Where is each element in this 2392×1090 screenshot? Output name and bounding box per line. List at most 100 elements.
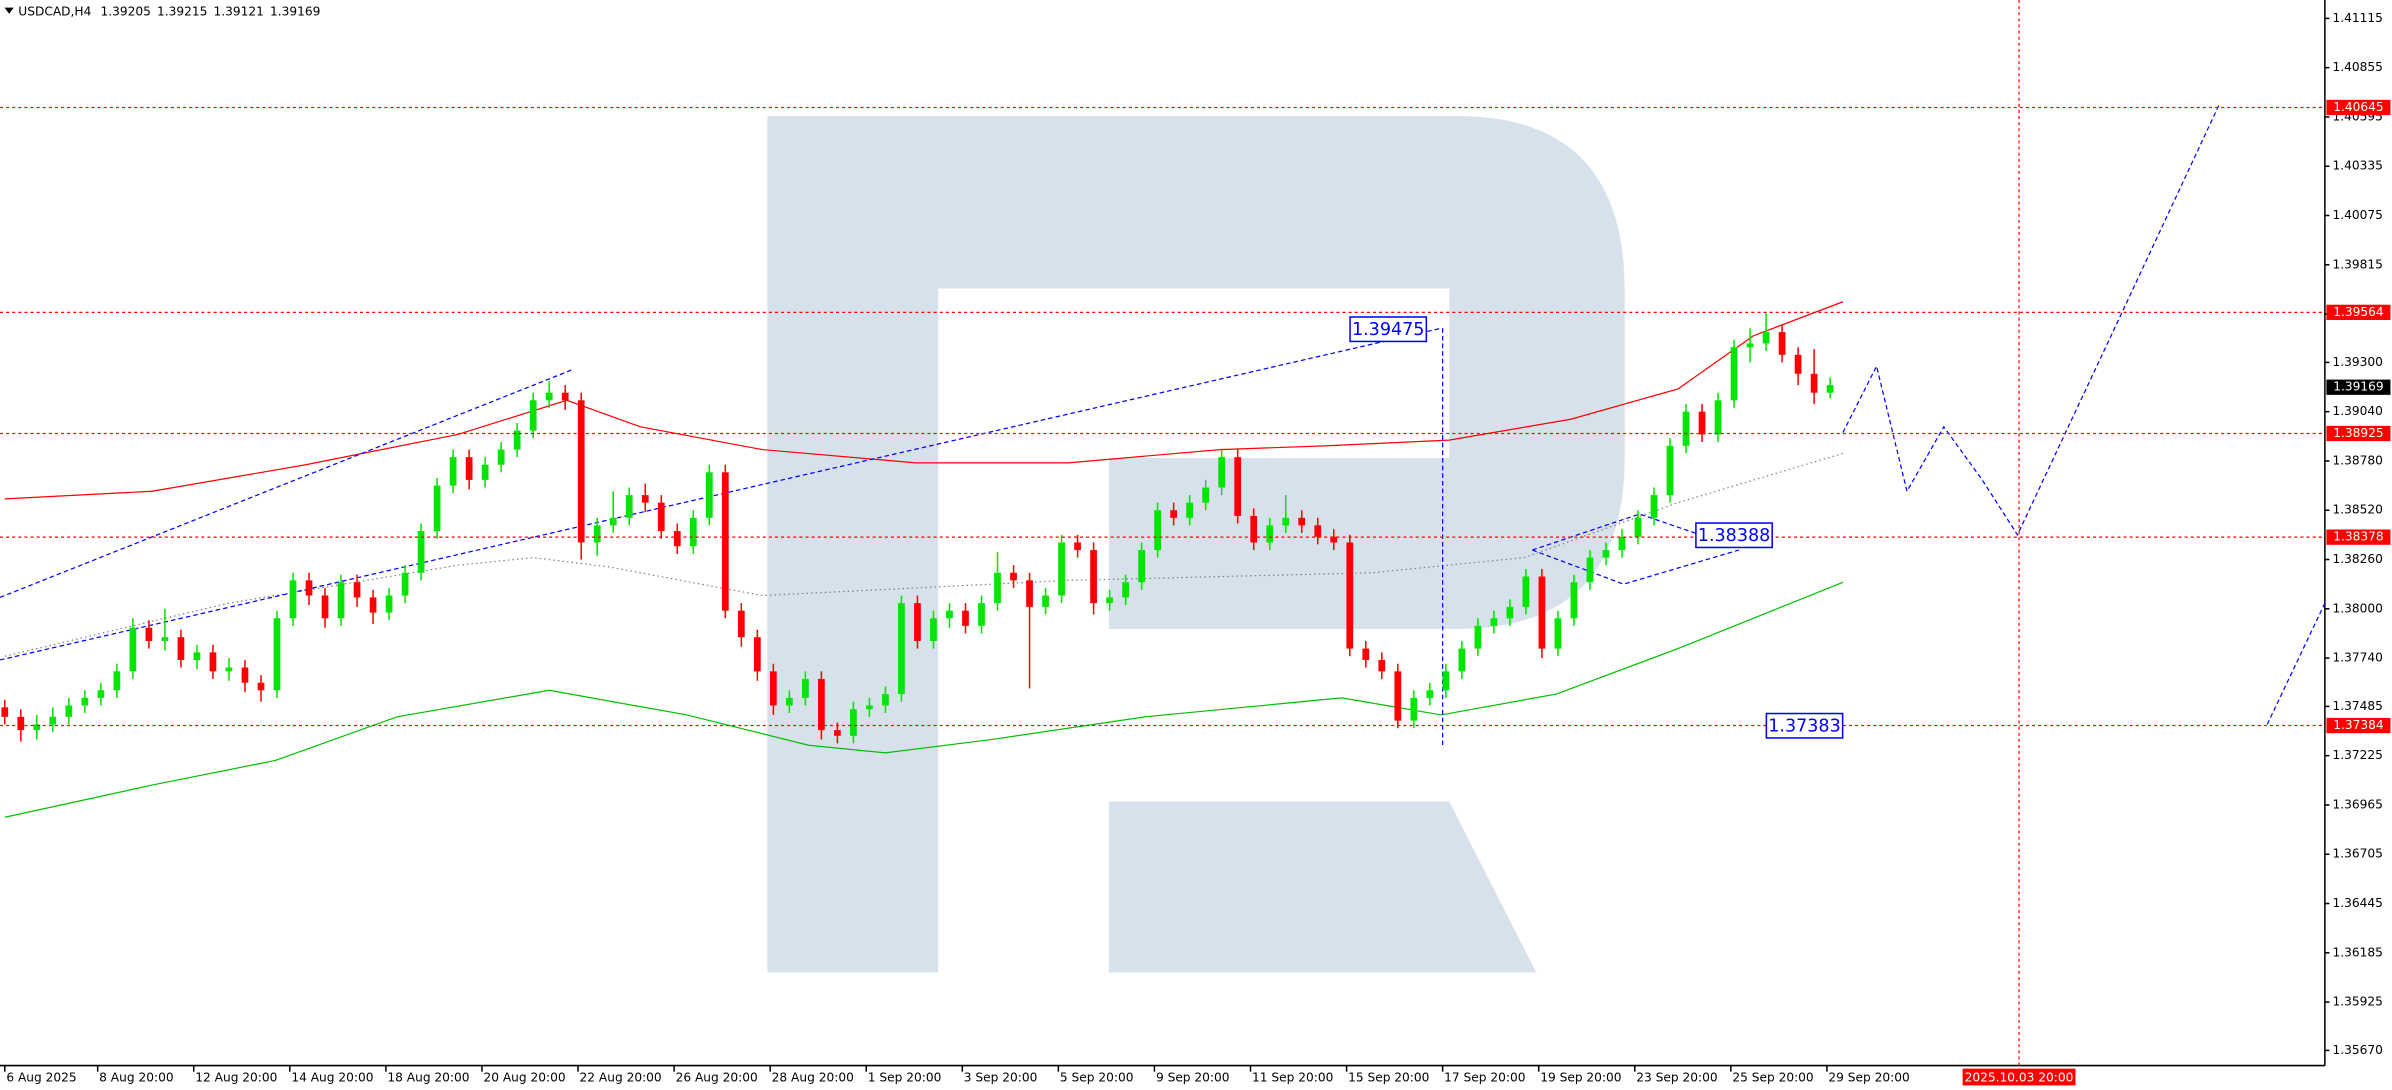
candle-body [593,525,601,543]
level-tag [2326,304,2391,320]
candle-body [1810,373,1818,393]
candle-body [1362,648,1370,660]
time-marker-tag [1962,1068,2076,1086]
candle-body [1170,510,1178,518]
x-tick-label: 11 Sep 20:00 [1252,1070,1333,1084]
candle-body [1042,595,1049,607]
candle-body [641,495,649,503]
y-tick-label: 1.37740 [2333,651,2383,665]
candle-body [689,517,697,547]
candle-body [834,730,841,736]
candle-body [33,724,41,731]
candle-body [962,610,969,626]
header-value: 1.39215 [157,5,207,19]
candle-body [273,618,281,691]
candle-body [721,472,729,611]
candle-body [1730,347,1738,401]
y-tick-label: 1.36445 [2333,896,2383,910]
candle-body [497,449,505,465]
candle-body [321,595,329,619]
y-tick-label: 1.41115 [2333,11,2383,25]
candle-body [289,580,297,619]
candle-body [1826,385,1834,393]
candle-body [1,707,9,717]
level-tag-label: 1.40645 [2333,100,2383,114]
current-price-label: 1.39169 [2333,380,2383,394]
current-price-tag [2326,379,2391,395]
header-value: 1.39205 [101,5,151,19]
y-tick-label: 1.40335 [2333,159,2383,173]
candle-body [1106,597,1113,604]
annotation-box [1765,712,1844,739]
candle-body [625,495,633,518]
candle-body [193,652,201,660]
candle-body [161,637,169,642]
candle-body [1778,332,1786,355]
candle-body [417,531,425,573]
candle-body [561,392,569,401]
overlay-line [2266,602,2326,725]
candle-body [49,716,57,725]
candle-body [1186,502,1194,518]
candle-body [1394,671,1402,721]
annotation-label: 1.37383 [1768,716,1840,736]
y-tick-label: 1.40075 [2333,208,2383,222]
candle-body [609,517,617,526]
y-tick-label: 1.38780 [2333,453,2383,467]
annotation-label: 1.38388 [1698,526,1770,546]
candle-body [1234,457,1242,516]
candle-body [786,697,793,706]
candle-body [1250,515,1258,543]
candle-body [1474,625,1482,649]
candle-body [1618,536,1626,551]
candle-body [657,502,665,532]
overlay-line [0,327,1442,661]
candle-body [1266,525,1274,543]
x-tick-label: 25 Sep 20:00 [1732,1070,1813,1084]
x-tick-label: 28 Aug 20:00 [772,1070,854,1084]
candle-body [1650,495,1658,518]
level-tag [2326,529,2391,545]
symbol: USDCAD,H4 [18,5,91,19]
y-tick-label: 1.36965 [2333,797,2383,811]
level-tag [2326,717,2391,734]
candle-body [882,694,889,706]
candle-body [946,610,953,619]
candle-body [1570,582,1578,619]
candle-body [225,667,233,672]
overlay-line [1532,513,1701,551]
x-tick-label: 18 Aug 20:00 [387,1070,469,1084]
candle-body [1058,542,1065,596]
candle-body [449,457,457,486]
y-tick-label: 1.36705 [2333,847,2383,861]
x-tick-label: 1 Sep 20:00 [868,1070,942,1084]
candle-body [673,531,681,547]
candle-body [1698,411,1706,435]
candle-body [978,603,985,626]
candle-body [1538,576,1546,649]
time-marker-label: 2025.10.03 20:00 [1965,1070,2074,1084]
level-tag-label: 1.37384 [2333,718,2384,732]
candle-body [1330,536,1338,543]
candle-body [753,637,761,672]
candle-body [705,472,713,518]
y-tick-label: 1.36185 [2333,945,2383,959]
candle-body [1794,354,1802,374]
x-tick-label: 9 Sep 20:00 [1156,1070,1230,1084]
level-tag [2326,99,2391,116]
candle-body [1138,550,1145,583]
candle-body [577,400,585,543]
level-tag-label: 1.39564 [2333,305,2384,319]
candle-body [1346,542,1354,649]
annotation-box [1695,522,1773,549]
y-tick-label: 1.38260 [2333,552,2383,566]
candle-body [65,705,73,717]
candle-body [1314,525,1322,537]
candle-body [385,595,393,613]
x-tick-label: 12 Aug 20:00 [195,1070,277,1084]
x-tick-label: 6 Aug 2025 [6,1070,76,1084]
candle-body [1506,606,1514,619]
candle-body [914,603,921,642]
